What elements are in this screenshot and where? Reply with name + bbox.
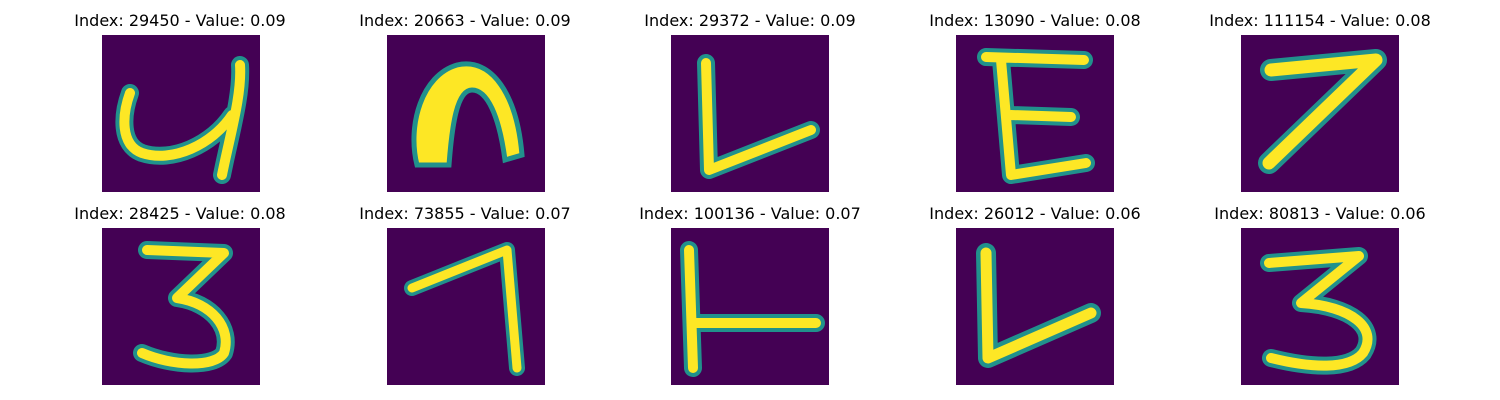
panel-title: Index: 28425 - Value: 0.08 [74, 204, 286, 223]
panel-title: Index: 100136 - Value: 0.07 [639, 204, 861, 223]
digit-image [671, 35, 829, 192]
panel-title: Index: 29372 - Value: 0.09 [644, 11, 856, 30]
panel-title: Index: 111154 - Value: 0.08 [1209, 11, 1431, 30]
digit-image [956, 35, 1114, 192]
panel-title: Index: 80813 - Value: 0.06 [1214, 204, 1426, 223]
digit-image [387, 35, 545, 192]
digit-image [387, 228, 545, 385]
panel-title: Index: 13090 - Value: 0.08 [929, 11, 1141, 30]
panel-title: Index: 20663 - Value: 0.09 [359, 11, 571, 30]
digit-image [102, 228, 260, 385]
panel-title: Index: 73855 - Value: 0.07 [359, 204, 571, 223]
panel-title: Index: 26012 - Value: 0.06 [929, 204, 1141, 223]
digit-image [1241, 35, 1399, 192]
digit-image [1241, 228, 1399, 385]
panel-title: Index: 29450 - Value: 0.09 [74, 11, 286, 30]
digit-image [956, 228, 1114, 385]
digit-image [671, 228, 829, 385]
digit-image [102, 35, 260, 192]
